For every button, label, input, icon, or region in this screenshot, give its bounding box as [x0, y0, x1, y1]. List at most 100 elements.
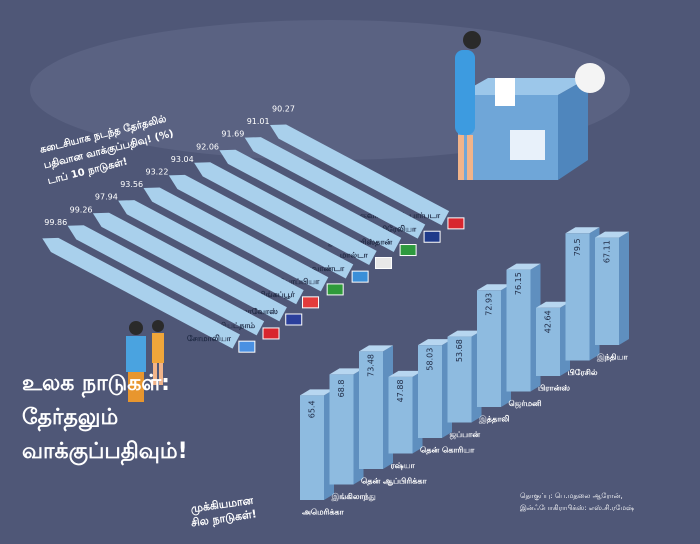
arrow-bar	[194, 162, 377, 265]
headline-line: உலக நாடுகள்:	[22, 371, 170, 398]
category-label: ஆஸ்திரேலியா	[362, 224, 417, 234]
value-label: 90.27	[272, 105, 295, 114]
value-label: 67.11	[603, 240, 612, 263]
arrow-row: 93.22 எத்தியோப்பியா	[143, 168, 344, 296]
arrow-row: 99.26 வியட்நாம்	[67, 205, 280, 340]
value-label: 92.06	[196, 142, 219, 151]
arrow-bar	[143, 187, 329, 292]
value-label: 65.4	[308, 400, 317, 418]
bar-top	[506, 263, 541, 270]
value-label: 76.15	[514, 272, 523, 295]
category-label: ஜெர்மனி	[509, 399, 543, 409]
bar	[506, 269, 531, 392]
arrow-row: 93.04 ருவாண்டா	[168, 155, 369, 283]
bar-top	[447, 330, 482, 337]
arrow-row: 99.86 சோமாலியா	[42, 218, 256, 353]
bar	[329, 374, 354, 485]
category-label: சிங்கப்பூர்	[259, 290, 295, 300]
flag	[238, 340, 256, 353]
value-label: 68.8	[337, 380, 346, 398]
bar-top	[300, 389, 334, 396]
value-label: 99.86	[44, 218, 67, 227]
bar-top	[565, 227, 600, 234]
value-label: 72.93	[485, 293, 494, 316]
bar-top	[477, 284, 511, 291]
value-label: 53.68	[455, 339, 464, 362]
bar	[418, 345, 442, 438]
category-label: ரஷ்யா	[391, 461, 416, 471]
arrow-bar	[168, 174, 354, 279]
arrow-row: 92.06 மால்டா	[194, 142, 393, 270]
source-line: தொகுப்பு: பெ.மதலை ஆரோன்,	[520, 492, 623, 502]
source-line: இன்ஃபோகிராபிக்ஸ்: எஸ்.சி.ரமேஷ்	[520, 504, 634, 512]
category-label: இங்கிலாந்து	[331, 492, 376, 502]
value-label: 91.69	[221, 130, 244, 139]
voter-illustration	[455, 31, 588, 180]
value-label: 58.03	[426, 348, 435, 371]
flag	[262, 327, 280, 340]
flag	[285, 313, 303, 326]
arrow-bar	[42, 237, 241, 349]
category-label: எத்தியோப்பியா	[260, 277, 320, 287]
arrow-row: 91.01 ஆஸ்திரேலியா	[244, 117, 441, 243]
bar-top	[595, 231, 629, 238]
flag	[423, 230, 441, 243]
bar-top	[329, 368, 364, 375]
category-label: இந்தியா	[596, 353, 628, 363]
arrow-bar	[67, 225, 265, 336]
bar-top	[359, 345, 393, 352]
category-label: அமெரிக்கா	[302, 508, 345, 517]
category-label: தென் ஆப்பிரிக்கா	[361, 477, 427, 487]
bar-top	[418, 339, 452, 346]
subtitle: முக்கியமானசில நாடுகள்!	[190, 494, 258, 531]
value-label: 91.01	[247, 117, 270, 126]
source: தொகுப்பு: பெ.மதலை ஆரோன், இன்ஃபோகிராபிக்ஸ்…	[520, 492, 634, 512]
flag	[447, 217, 465, 230]
value-label: 99.26	[70, 205, 93, 214]
arrow-bar	[92, 212, 287, 322]
value-label: 97.94	[95, 193, 118, 202]
bar-side	[619, 231, 629, 345]
category-label: சோமாலியா	[187, 334, 232, 343]
category-label: ருவாண்டா	[304, 264, 345, 274]
bar	[447, 336, 472, 423]
headline: உலக நாடுகள்: தேர்தலும் வாக்குப்பதிவும்!	[22, 371, 188, 466]
headline-line: தேர்தலும்	[22, 405, 118, 432]
logo	[575, 63, 605, 93]
category-label: வியட்நாம்	[217, 321, 256, 331]
category-label: மால்டா	[340, 251, 369, 260]
flag	[375, 257, 393, 270]
value-label: 73.48	[367, 354, 376, 377]
arrow-row: 97.94 லாவோஸ்	[92, 193, 303, 326]
category-label: பிரேசில்	[568, 368, 598, 377]
value-label: 93.56	[120, 180, 143, 189]
bar	[536, 307, 560, 376]
bar	[595, 237, 619, 345]
bar-top	[536, 301, 570, 308]
bar	[388, 376, 413, 454]
people-illustration	[126, 320, 164, 402]
bar-top	[388, 370, 423, 377]
category-label: ஜப்பான்	[450, 430, 481, 440]
value-label: 47.88	[396, 379, 405, 402]
flag	[302, 296, 320, 309]
headline-line: வாக்குப்பதிவும்!	[22, 439, 188, 466]
bar	[477, 290, 501, 407]
value-label: 42.64	[544, 310, 553, 333]
arrow-bar	[219, 149, 402, 252]
arrow-bar	[270, 124, 450, 226]
arrow-row: 93.56 சிங்கப்பூர்	[118, 180, 320, 309]
arrow-bar	[244, 137, 426, 239]
bar	[565, 233, 590, 361]
category-label: இத்தாலி	[478, 415, 510, 425]
value-label: 79.5	[573, 238, 582, 256]
category-label: தென் கொரியா	[420, 446, 475, 456]
bar	[300, 395, 324, 500]
flag	[399, 244, 417, 257]
category-label: லாவோஸ்	[241, 307, 278, 316]
category-label: பிரான்ஸ்	[538, 384, 570, 393]
value-label: 93.04	[171, 155, 194, 164]
value-label: 93.22	[146, 168, 169, 177]
flag	[326, 283, 344, 296]
